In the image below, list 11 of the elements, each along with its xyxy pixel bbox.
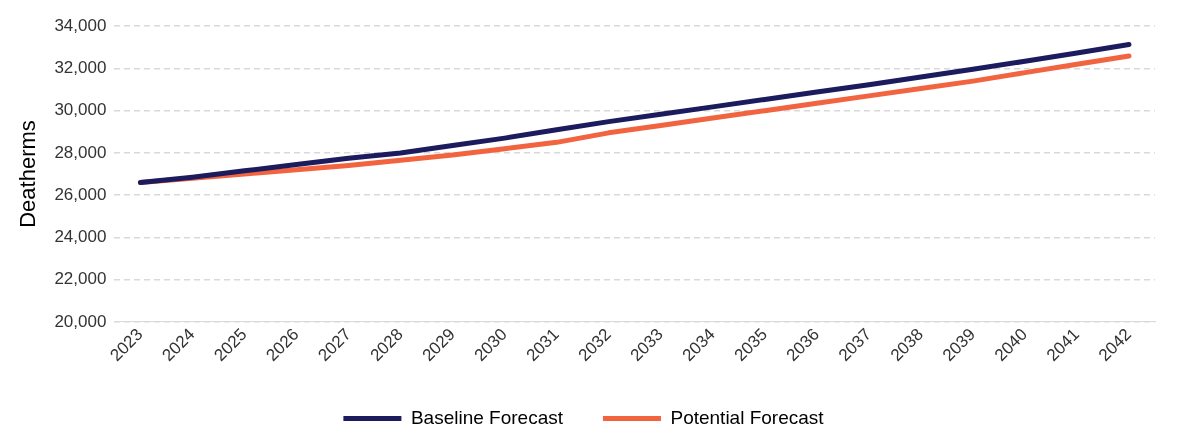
y-tick-label: 20,000 (54, 311, 107, 331)
y-tick-label: 32,000 (54, 58, 107, 78)
y-tick-label: 28,000 (54, 142, 107, 162)
y-tick-label: 24,000 (54, 227, 107, 247)
y-tick-label: 22,000 (54, 269, 107, 289)
y-tick-label: 26,000 (54, 184, 107, 204)
y-tick-label: 34,000 (54, 15, 107, 35)
y-tick-label: 30,000 (54, 100, 107, 120)
legend-label: Baseline Forecast (410, 406, 564, 428)
legend-label: Potential Forecast (670, 406, 825, 428)
y-axis-title: Deatherms (15, 120, 41, 228)
